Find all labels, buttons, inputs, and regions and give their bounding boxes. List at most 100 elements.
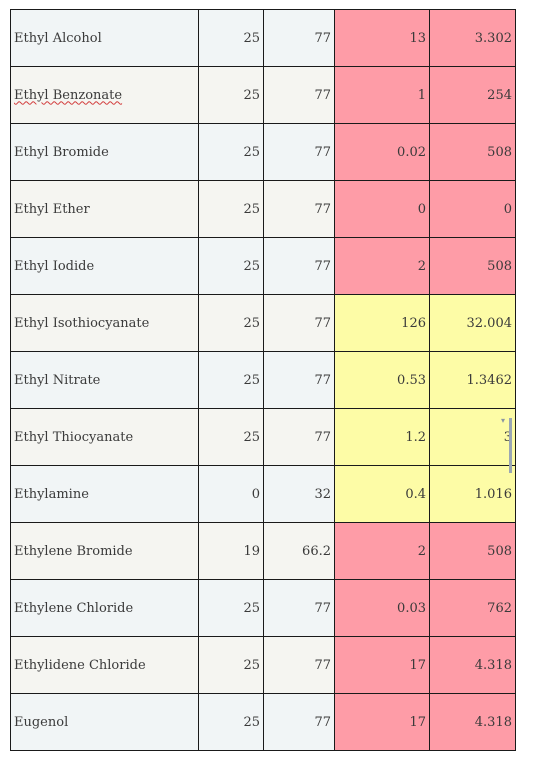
value-2-cell-text: 1.3462: [466, 372, 513, 388]
value-1-cell: 0.53: [334, 351, 430, 409]
value-1-cell: 2: [334, 522, 430, 580]
value-2-cell-text: 32.004: [466, 315, 513, 331]
temperature-f-cell: 77: [263, 408, 335, 466]
temperature-f-cell-text: 77: [314, 144, 331, 160]
value-2-cell-text: 254: [487, 87, 512, 103]
temperature-f-cell-text: 77: [314, 372, 331, 388]
chemical-name-cell: Ethyl Bromide: [10, 123, 199, 181]
temperature-f-cell-text: 77: [314, 87, 331, 103]
temperature-c-cell: 0: [198, 465, 264, 523]
chemical-name-cell: Ethyl Iodide: [10, 237, 199, 295]
temperature-f-cell-text: 66.2: [302, 543, 331, 559]
value-1-cell-text: 13: [409, 30, 426, 46]
temperature-c-cell: 25: [198, 123, 264, 181]
chemical-name-cell: Ethyl Benzonate: [10, 66, 199, 124]
temperature-f-cell-text: 77: [314, 657, 331, 673]
value-2-cell: 3: [429, 408, 516, 466]
temperature-f-cell: 77: [263, 693, 335, 751]
table-row: Ethyl Bromide 25 77 0.02 508: [10, 123, 516, 181]
value-2-cell-text: 1.016: [474, 486, 512, 502]
value-1-cell: 126: [334, 294, 430, 352]
value-1-cell: 1: [334, 66, 430, 124]
chemical-name-cell-text: Ethylamine: [14, 486, 89, 502]
value-1-cell: 13: [334, 9, 430, 67]
chemical-name-cell-text: Eugenol: [14, 714, 69, 730]
value-2-cell-text: 3: [503, 429, 512, 445]
chemical-name-cell: Ethyl Thiocyanate: [10, 408, 199, 466]
value-1-cell: 0.02: [334, 123, 430, 181]
temperature-c-cell-text: 25: [243, 87, 260, 103]
temperature-c-cell-text: 25: [243, 258, 260, 274]
chemical-name-cell: Ethylene Chloride: [10, 579, 199, 637]
temperature-c-cell-text: 25: [243, 201, 260, 217]
value-1-cell: 17: [334, 693, 430, 751]
temperature-f-cell: 77: [263, 123, 335, 181]
temperature-c-cell: 25: [198, 408, 264, 466]
table-row: Ethyl Alcohol 25 77 13 3.302: [10, 9, 516, 67]
chemical-name-cell-text: Ethyl Isothiocyanate: [14, 315, 150, 331]
temperature-c-cell-text: 25: [243, 315, 260, 331]
value-2-cell-text: 508: [487, 144, 512, 160]
value-2-cell: 762: [429, 579, 516, 637]
value-2-cell-text: 4.318: [474, 714, 512, 730]
temperature-c-cell: 19: [198, 522, 264, 580]
chemical-name-cell-text: Ethyl Nitrate: [14, 372, 101, 388]
temperature-f-cell: 77: [263, 9, 335, 67]
temperature-f-cell: 77: [263, 351, 335, 409]
value-2-cell: 32.004: [429, 294, 516, 352]
value-2-cell-text: 508: [487, 543, 512, 559]
value-2-cell: 1.3462: [429, 351, 516, 409]
value-2-cell-text: 0: [503, 201, 512, 217]
temperature-c-cell: 25: [198, 180, 264, 238]
value-2-cell: 508: [429, 237, 516, 295]
table-row: Ethyl Nitrate 25 77 0.53 1.3462: [10, 351, 516, 409]
temperature-f-cell: 77: [263, 636, 335, 694]
temperature-f-cell-text: 77: [314, 315, 331, 331]
value-2-cell: 4.318: [429, 636, 516, 694]
temperature-c-cell: 25: [198, 636, 264, 694]
temperature-c-cell-text: 25: [243, 657, 260, 673]
value-1-cell-text: 0.4: [405, 486, 426, 502]
chemical-name-cell-text: Ethyl Alcohol: [14, 30, 102, 46]
temperature-c-cell: 25: [198, 66, 264, 124]
temperature-f-cell: 32: [263, 465, 335, 523]
temperature-f-cell-text: 77: [314, 600, 331, 616]
value-1-cell-text: 0.02: [397, 144, 426, 160]
value-2-cell: 508: [429, 522, 516, 580]
table-row: Ethyl Iodide 25 77 2 508: [10, 237, 516, 295]
chemical-name-cell: Ethyl Isothiocyanate: [10, 294, 199, 352]
temperature-c-cell-text: 25: [243, 372, 260, 388]
vapor-pressure-table: Ethyl Alcohol 25 77 13 3.302 Ethyl Benzonate 2…: [10, 9, 516, 751]
value-1-cell-text: 0: [417, 201, 426, 217]
chemical-name-cell-text: Ethylene Bromide: [14, 543, 133, 559]
scrollbar-thumb[interactable]: [509, 418, 512, 473]
temperature-c-cell: 25: [198, 579, 264, 637]
value-1-cell-text: 1: [417, 87, 426, 103]
chemical-name-cell: Ethylene Bromide: [10, 522, 199, 580]
value-1-cell: 0.03: [334, 579, 430, 637]
chemical-name-cell-text: Ethyl Ether: [14, 201, 90, 217]
temperature-f-cell-text: 77: [314, 30, 331, 46]
temperature-c-cell-text: 19: [243, 543, 260, 559]
value-1-cell-text: 0.03: [397, 600, 426, 616]
scroll-down-arrow-icon[interactable]: ▾: [501, 416, 506, 425]
value-1-cell: 0.4: [334, 465, 430, 523]
value-1-cell: 1.2: [334, 408, 430, 466]
value-2-cell: 254: [429, 66, 516, 124]
temperature-c-cell-text: 25: [243, 429, 260, 445]
value-2-cell: 3.302: [429, 9, 516, 67]
table-row: Ethylamine 0 32 0.4 1.016: [10, 465, 516, 523]
temperature-f-cell-text: 77: [314, 258, 331, 274]
value-2-cell: 508: [429, 123, 516, 181]
table-row: Eugenol 25 77 17 4.318: [10, 693, 516, 751]
temperature-f-cell: 66.2: [263, 522, 335, 580]
chemical-name-cell-text: Ethylidene Chloride: [14, 657, 146, 673]
value-1-cell-text: 17: [409, 714, 426, 730]
value-2-cell: 0: [429, 180, 516, 238]
table-row: Ethylene Chloride 25 77 0.03 762: [10, 579, 516, 637]
chemical-name-cell: Eugenol: [10, 693, 199, 751]
temperature-c-cell: 25: [198, 693, 264, 751]
chemical-name-cell-text: Ethyl Thiocyanate: [14, 429, 134, 445]
temperature-c-cell-text: 0: [251, 486, 260, 502]
value-2-cell-text: 3.302: [474, 30, 512, 46]
